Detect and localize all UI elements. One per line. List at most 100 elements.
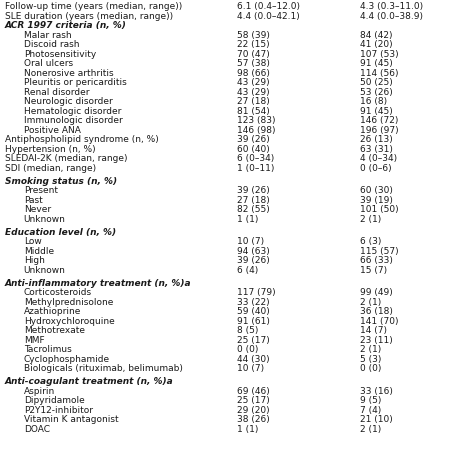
Text: 66 (33): 66 (33) — [360, 256, 393, 265]
Text: Vitamin K antagonist: Vitamin K antagonist — [24, 415, 119, 424]
Text: 25 (17): 25 (17) — [237, 336, 270, 345]
Text: 43 (29): 43 (29) — [237, 78, 270, 87]
Text: 2 (1): 2 (1) — [360, 298, 382, 307]
Text: Anti-inflammatory treatment (n, %)a: Anti-inflammatory treatment (n, %)a — [5, 279, 191, 288]
Text: 101 (50): 101 (50) — [360, 205, 399, 214]
Text: Pleuritis or pericarditis: Pleuritis or pericarditis — [24, 78, 127, 87]
Text: 26 (13): 26 (13) — [360, 135, 393, 144]
Text: Positive ANA: Positive ANA — [24, 126, 81, 135]
Text: 94 (63): 94 (63) — [237, 247, 270, 256]
Text: Smoking status (n, %): Smoking status (n, %) — [5, 177, 117, 186]
Text: 43 (29): 43 (29) — [237, 88, 270, 97]
Text: 10 (7): 10 (7) — [237, 237, 264, 246]
Text: 38 (26): 38 (26) — [237, 415, 270, 424]
Text: Aspirin: Aspirin — [24, 387, 55, 396]
Text: 1 (1): 1 (1) — [237, 215, 258, 224]
Text: 91 (45): 91 (45) — [360, 107, 393, 116]
Text: 2 (1): 2 (1) — [360, 425, 382, 434]
Text: 81 (54): 81 (54) — [237, 107, 270, 116]
Text: Hematologic disorder: Hematologic disorder — [24, 107, 121, 116]
Text: 53 (26): 53 (26) — [360, 88, 393, 97]
Text: 14 (7): 14 (7) — [360, 326, 387, 335]
Text: P2Y12-inhibitor: P2Y12-inhibitor — [24, 406, 93, 415]
Text: 9 (5): 9 (5) — [360, 396, 382, 405]
Text: 39 (26): 39 (26) — [237, 135, 270, 144]
Text: 27 (18): 27 (18) — [237, 97, 270, 106]
Text: 22 (15): 22 (15) — [237, 40, 270, 49]
Text: 8 (5): 8 (5) — [237, 326, 258, 335]
Text: 146 (72): 146 (72) — [360, 116, 399, 125]
Text: 39 (26): 39 (26) — [237, 256, 270, 265]
Text: 50 (25): 50 (25) — [360, 78, 393, 87]
Text: Corticosteroids: Corticosteroids — [24, 288, 92, 297]
Text: 29 (20): 29 (20) — [237, 406, 270, 415]
Text: 4.4 (0.0–38.9): 4.4 (0.0–38.9) — [360, 12, 423, 21]
Text: 44 (30): 44 (30) — [237, 355, 270, 364]
Text: Biologicals (rituximab, belimumab): Biologicals (rituximab, belimumab) — [24, 364, 182, 373]
Text: Dipyridamole: Dipyridamole — [24, 396, 84, 405]
Text: Immunologic disorder: Immunologic disorder — [24, 116, 122, 125]
Text: 39 (26): 39 (26) — [237, 186, 270, 195]
Text: Discoid rash: Discoid rash — [24, 40, 79, 49]
Text: 59 (40): 59 (40) — [237, 307, 270, 316]
Text: Tacrolimus: Tacrolimus — [24, 345, 72, 354]
Text: 6 (4): 6 (4) — [237, 266, 258, 275]
Text: 0 (0): 0 (0) — [360, 364, 382, 373]
Text: 6.1 (0.4–12.0): 6.1 (0.4–12.0) — [237, 2, 300, 11]
Text: Hydroxychloroquine: Hydroxychloroquine — [24, 317, 114, 326]
Text: 98 (66): 98 (66) — [237, 69, 270, 78]
Text: 0 (0): 0 (0) — [237, 345, 258, 354]
Text: Antiphospholipid syndrome (n, %): Antiphospholipid syndrome (n, %) — [5, 135, 158, 144]
Text: 117 (79): 117 (79) — [237, 288, 275, 297]
Text: 21 (10): 21 (10) — [360, 415, 393, 424]
Text: Nonerosive arthritis: Nonerosive arthritis — [24, 69, 113, 78]
Text: 15 (7): 15 (7) — [360, 266, 387, 275]
Text: Follow-up time (years (median, range)): Follow-up time (years (median, range)) — [5, 2, 182, 11]
Text: 1 (0–11): 1 (0–11) — [237, 164, 274, 173]
Text: 33 (16): 33 (16) — [360, 387, 393, 396]
Text: 16 (8): 16 (8) — [360, 97, 387, 106]
Text: Malar rash: Malar rash — [24, 31, 71, 40]
Text: 99 (49): 99 (49) — [360, 288, 393, 297]
Text: Unknown: Unknown — [24, 215, 65, 224]
Text: 2 (1): 2 (1) — [360, 345, 382, 354]
Text: Present: Present — [24, 186, 58, 195]
Text: 33 (22): 33 (22) — [237, 298, 270, 307]
Text: 36 (18): 36 (18) — [360, 307, 393, 316]
Text: 115 (57): 115 (57) — [360, 247, 399, 256]
Text: 5 (3): 5 (3) — [360, 355, 382, 364]
Text: Low: Low — [24, 237, 41, 246]
Text: Past: Past — [24, 196, 43, 205]
Text: Methotrexate: Methotrexate — [24, 326, 85, 335]
Text: 6 (0–34): 6 (0–34) — [237, 154, 274, 163]
Text: Education level (n, %): Education level (n, %) — [5, 228, 116, 237]
Text: Oral ulcers: Oral ulcers — [24, 59, 73, 68]
Text: Photosensitivity: Photosensitivity — [24, 50, 96, 59]
Text: SLEDAI-2K (median, range): SLEDAI-2K (median, range) — [5, 154, 127, 163]
Text: 141 (70): 141 (70) — [360, 317, 399, 326]
Text: 27 (18): 27 (18) — [237, 196, 270, 205]
Text: 1 (1): 1 (1) — [237, 425, 258, 434]
Text: 25 (17): 25 (17) — [237, 396, 270, 405]
Text: 69 (46): 69 (46) — [237, 387, 270, 396]
Text: Cyclophosphamide: Cyclophosphamide — [24, 355, 110, 364]
Text: 107 (53): 107 (53) — [360, 50, 399, 59]
Text: Methylprednisolone: Methylprednisolone — [24, 298, 113, 307]
Text: SDI (median, range): SDI (median, range) — [5, 164, 96, 173]
Text: MMF: MMF — [24, 336, 45, 345]
Text: 57 (38): 57 (38) — [237, 59, 270, 68]
Text: 39 (19): 39 (19) — [360, 196, 393, 205]
Text: 60 (40): 60 (40) — [237, 145, 270, 154]
Text: Renal disorder: Renal disorder — [24, 88, 89, 97]
Text: ACR 1997 criteria (n, %): ACR 1997 criteria (n, %) — [5, 21, 127, 30]
Text: Never: Never — [24, 205, 51, 214]
Text: 63 (31): 63 (31) — [360, 145, 393, 154]
Text: 4 (0–34): 4 (0–34) — [360, 154, 397, 163]
Text: SLE duration (years (median, range)): SLE duration (years (median, range)) — [5, 12, 173, 21]
Text: 41 (20): 41 (20) — [360, 40, 393, 49]
Text: 84 (42): 84 (42) — [360, 31, 393, 40]
Text: 6 (3): 6 (3) — [360, 237, 382, 246]
Text: DOAC: DOAC — [24, 425, 50, 434]
Text: Azathioprine: Azathioprine — [24, 307, 81, 316]
Text: 146 (98): 146 (98) — [237, 126, 275, 135]
